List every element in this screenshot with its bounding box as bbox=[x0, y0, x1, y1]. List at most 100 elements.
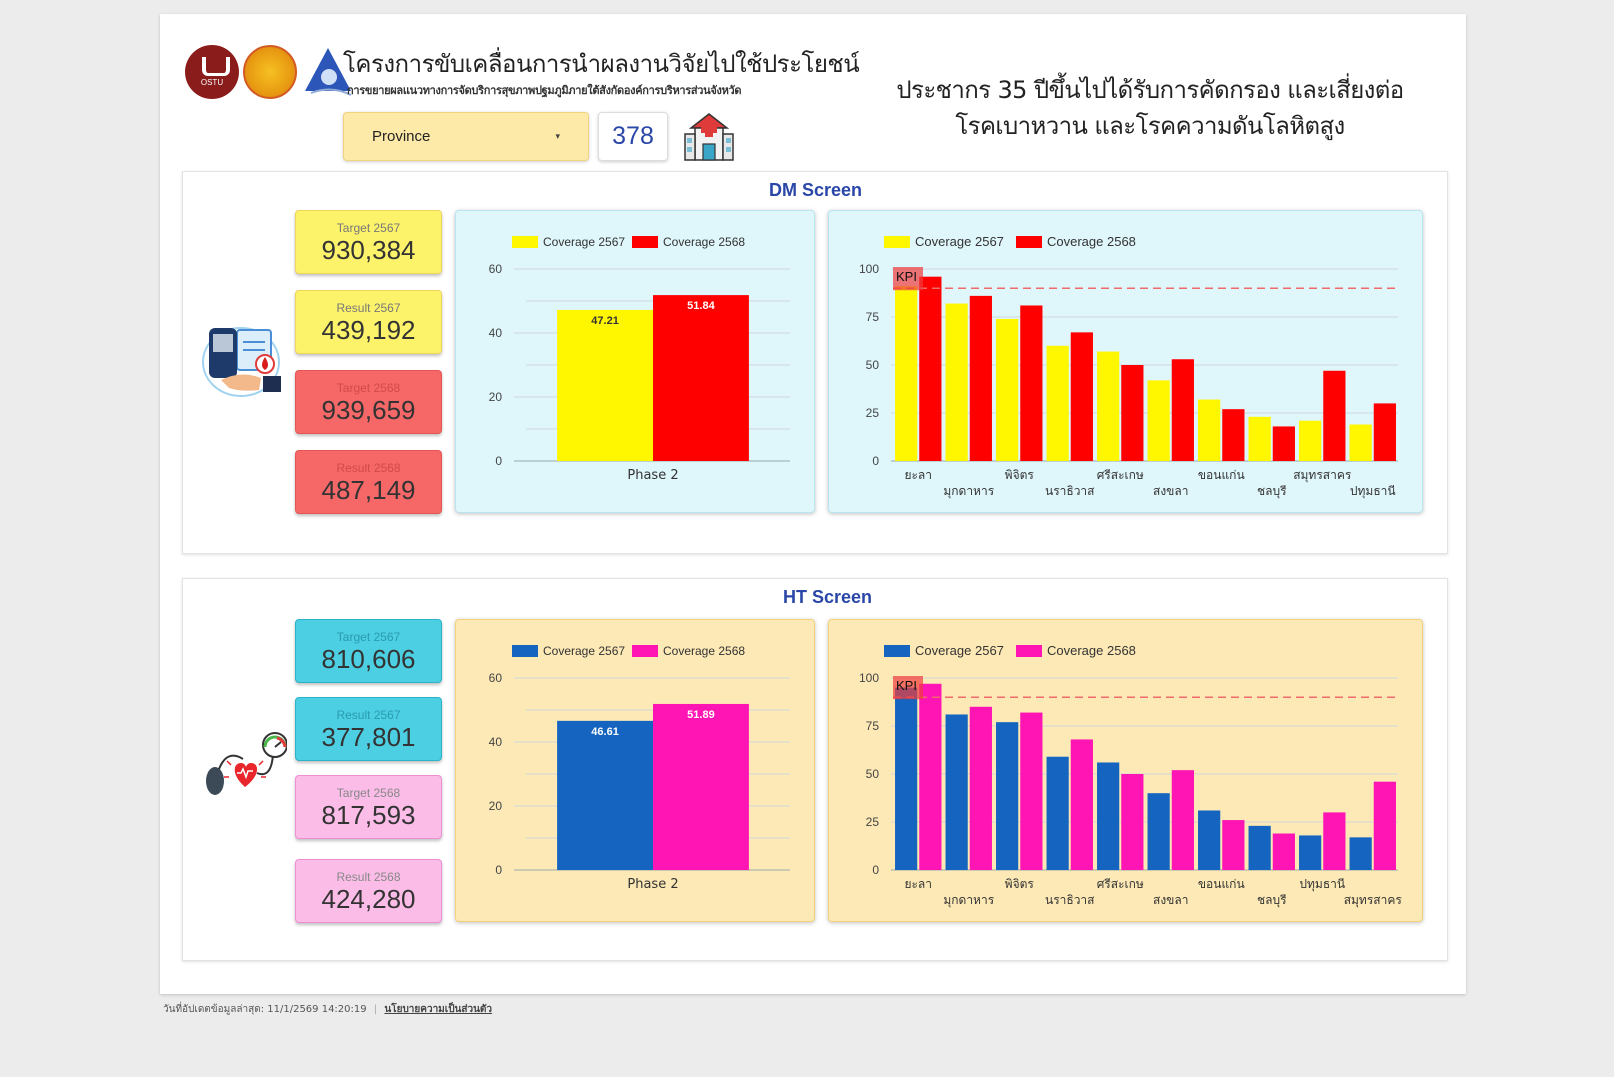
legend-label: Coverage 2567 bbox=[915, 643, 1004, 658]
seal-logo-icon bbox=[243, 45, 297, 99]
ht-screen-section: HT Screen Target 2567 810,606 Result 256… bbox=[182, 578, 1448, 961]
svg-text:ศรีสะเกษ: ศรีสะเกษ bbox=[1097, 468, 1144, 482]
blood-pressure-icon bbox=[201, 729, 288, 809]
svg-text:0: 0 bbox=[872, 454, 879, 468]
kpi-value: 930,384 bbox=[321, 235, 416, 265]
logo-group bbox=[185, 44, 355, 100]
facility-count: 378 bbox=[598, 112, 668, 161]
svg-text:40: 40 bbox=[489, 326, 503, 340]
svg-text:47.21: 47.21 bbox=[591, 315, 619, 327]
page-title: ประชากร 35 ปีขึ้นไปได้รับการคัดกรอง และเ… bbox=[850, 72, 1450, 144]
svg-text:Phase 2: Phase 2 bbox=[627, 877, 678, 892]
province-dropdown-value: Province bbox=[372, 128, 431, 145]
svg-text:Phase 2: Phase 2 bbox=[627, 468, 678, 483]
bar bbox=[1272, 426, 1295, 461]
legend-label: Coverage 2567 bbox=[543, 644, 625, 658]
project-subtitle: การขยายผลแนวทางการจัดบริการสุขภาพปฐมภูมิ… bbox=[347, 84, 742, 97]
bar bbox=[996, 722, 1019, 870]
bar bbox=[1097, 762, 1120, 870]
ht-phase-chart[interactable]: Coverage 2567 Coverage 2568 0 20 40 60 46.61 51… bbox=[455, 619, 815, 922]
bar bbox=[1222, 409, 1245, 461]
svg-text:20: 20 bbox=[489, 390, 503, 404]
kpi-card: Target 2568 939,659 bbox=[295, 370, 442, 434]
svg-text:75: 75 bbox=[866, 719, 880, 733]
kpi-value: 439,192 bbox=[321, 315, 416, 345]
kpi-label: Result 2568 bbox=[336, 870, 401, 884]
hospital-icon bbox=[681, 112, 737, 162]
bar bbox=[969, 706, 992, 870]
bar bbox=[653, 295, 749, 461]
bar bbox=[1171, 770, 1194, 870]
svg-text:นราธิวาส: นราธิวาส bbox=[1045, 484, 1095, 498]
svg-text:51.84: 51.84 bbox=[687, 300, 715, 312]
bar bbox=[1373, 781, 1396, 870]
kpi-value: 810,606 bbox=[321, 644, 416, 674]
bar bbox=[1323, 370, 1346, 461]
kpi-value: 487,149 bbox=[321, 475, 416, 505]
bar bbox=[653, 703, 749, 870]
svg-text:ยะลา: ยะลา bbox=[904, 877, 932, 891]
bar bbox=[1046, 756, 1069, 870]
dm-phase-chart[interactable]: Coverage 2567 Coverage 2568 0 20 40 60 47.21 51… bbox=[455, 210, 815, 513]
bar bbox=[1097, 351, 1120, 461]
kpi-card: Target 2568 817,593 bbox=[295, 775, 442, 839]
bar bbox=[1171, 359, 1194, 461]
kpi-label: Target 2568 bbox=[336, 381, 401, 395]
ostu-logo-icon bbox=[185, 45, 239, 99]
bar bbox=[1020, 712, 1043, 870]
svg-text:100: 100 bbox=[859, 262, 879, 276]
page-title-line-2: โรคเบาหวาน และโรคความดันโลหิตสูง bbox=[955, 112, 1345, 140]
bar bbox=[895, 286, 918, 461]
bar bbox=[1198, 810, 1221, 870]
svg-text:0: 0 bbox=[495, 863, 502, 877]
section-title: HT Screen bbox=[783, 587, 873, 607]
svg-text:สมุทรสาคร: สมุทรสาคร bbox=[1293, 468, 1352, 483]
svg-text:ชลบุรี: ชลบุรี bbox=[1257, 484, 1287, 499]
bar bbox=[1349, 837, 1372, 870]
province-dropdown[interactable]: Province ▾ bbox=[343, 112, 589, 161]
project-title: โครงการขับเคลื่อนการนำผลงานวิจัยไปใช้ประ… bbox=[343, 50, 860, 78]
kpi-label: Result 2567 bbox=[336, 301, 401, 315]
bar bbox=[969, 295, 992, 461]
svg-text:มุกดาหาร: มุกดาหาร bbox=[943, 484, 994, 499]
svg-text:51.89: 51.89 bbox=[687, 709, 715, 721]
bar bbox=[1121, 774, 1144, 870]
svg-text:60: 60 bbox=[489, 262, 503, 276]
triangle-logo-icon bbox=[301, 45, 355, 99]
bar bbox=[895, 687, 918, 870]
kpi-label: Result 2567 bbox=[336, 708, 401, 722]
bar bbox=[1147, 793, 1170, 870]
svg-text:ปทุมธานี: ปทุมธานี bbox=[1350, 484, 1396, 499]
legend-label: Coverage 2568 bbox=[663, 235, 745, 249]
kpi-label: Result 2568 bbox=[336, 461, 401, 475]
svg-text:20: 20 bbox=[489, 799, 503, 813]
bar bbox=[1272, 833, 1295, 870]
kpi-card: Target 2567 930,384 bbox=[295, 210, 442, 274]
svg-text:46.61: 46.61 bbox=[591, 726, 619, 738]
svg-text:60: 60 bbox=[489, 671, 503, 685]
svg-text:สมุทรสาคร: สมุทรสาคร bbox=[1344, 893, 1403, 908]
svg-text:75: 75 bbox=[866, 310, 880, 324]
footer-separator: | bbox=[373, 1004, 378, 1015]
ht-province-chart[interactable]: Coverage 2567 Coverage 2568 0 25 50 75 100 ยะลา… bbox=[828, 619, 1423, 922]
bar bbox=[557, 309, 653, 461]
svg-text:ศรีสะเกษ: ศรีสะเกษ bbox=[1097, 877, 1144, 891]
bar bbox=[1248, 825, 1271, 870]
dm-province-chart[interactable]: Coverage 2567 Coverage 2568 0 25 50 75 100 ยะลา… bbox=[828, 210, 1423, 513]
bar bbox=[1070, 739, 1093, 870]
kpi-card: Target 2567 810,606 bbox=[295, 619, 442, 683]
svg-text:50: 50 bbox=[866, 767, 880, 781]
bar bbox=[1198, 399, 1221, 461]
bar bbox=[1323, 812, 1346, 870]
bar bbox=[919, 276, 942, 461]
bar bbox=[945, 714, 968, 870]
svg-text:พิจิตร: พิจิตร bbox=[1005, 468, 1035, 482]
privacy-policy-link[interactable]: นโยบายความเป็นส่วนตัว bbox=[384, 1004, 493, 1015]
bar bbox=[1349, 424, 1372, 461]
kpi-value: 377,801 bbox=[321, 722, 416, 752]
footer: วันที่อัปเดตข้อมูลล่าสุด: 11/1/2569 14:2… bbox=[163, 1002, 492, 1017]
svg-text:KPI: KPI bbox=[896, 678, 917, 693]
svg-text:ปทุมธานี: ปทุมธานี bbox=[1299, 877, 1345, 892]
kpi-label: Target 2567 bbox=[336, 221, 401, 235]
svg-text:ชลบุรี: ชลบุรี bbox=[1257, 893, 1287, 908]
